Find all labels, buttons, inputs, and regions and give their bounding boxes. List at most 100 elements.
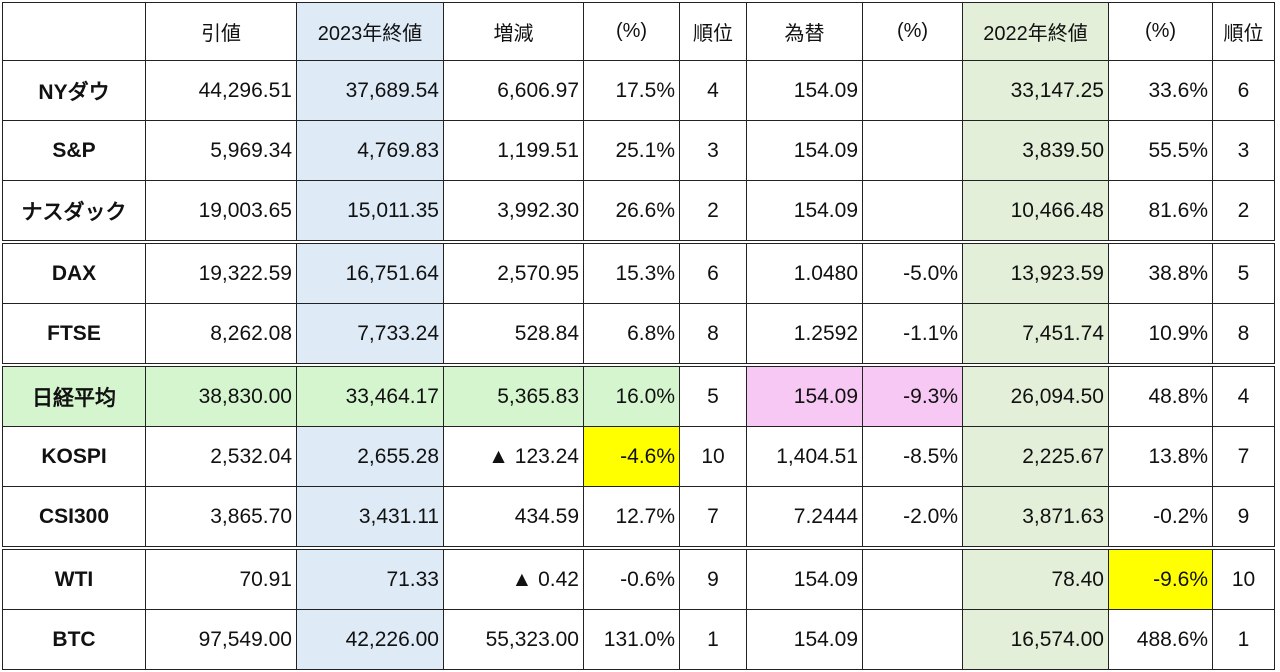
- cell: -5.0%: [862, 241, 963, 304]
- cell: 4: [1212, 364, 1275, 427]
- cell: 6.8%: [583, 303, 680, 367]
- data-row: S&P 5,969.34 4,769.83 1,199.51 25.1% 3 154.09 3…: [2, 120, 1275, 181]
- row-label: FTSE: [2, 303, 146, 367]
- cell: 38,830.00: [145, 364, 297, 427]
- cell: 9: [1212, 486, 1275, 550]
- row-label: ナスダック: [2, 180, 146, 244]
- header-cell: (%): [583, 2, 680, 61]
- cell: 7.2444: [746, 486, 863, 550]
- data-row: 日経平均 38,830.00 33,464.17 5,365.83 16.0% 5 154.…: [2, 364, 1275, 427]
- cell: 3,992.30: [443, 180, 584, 244]
- cell: 5,365.83: [443, 364, 584, 427]
- cell: -0.6%: [583, 547, 680, 610]
- cell: 488.6%: [1108, 609, 1213, 670]
- cell: 13.8%: [1108, 426, 1213, 487]
- cell: 48.8%: [1108, 364, 1213, 427]
- cell: 2,570.95: [443, 241, 584, 304]
- cell: 7,733.24: [296, 303, 444, 367]
- cell: 15,011.35: [296, 180, 444, 244]
- cell: 154.09: [746, 120, 863, 181]
- row-label: NYダウ: [2, 60, 146, 121]
- cell: 1: [679, 609, 747, 670]
- data-row: CSI300 3,865.70 3,431.11 434.59 12.7% 7 7.2444…: [2, 486, 1275, 550]
- row-label: 日経平均: [2, 364, 146, 427]
- cell: 6: [679, 241, 747, 304]
- cell: 1,199.51: [443, 120, 584, 181]
- row-label: BTC: [2, 609, 146, 670]
- cell: 3: [1212, 120, 1275, 181]
- data-row: BTC 97,549.00 42,226.00 55,323.00 131.0% 1 154…: [2, 609, 1275, 670]
- cell: 70.91: [145, 547, 297, 610]
- cell: 7,451.74: [962, 303, 1109, 367]
- cell: 17.5%: [583, 60, 680, 121]
- header-cell: 増減: [443, 2, 584, 61]
- cell: -2.0%: [862, 486, 963, 550]
- cell: 8: [679, 303, 747, 367]
- cell: 33,464.17: [296, 364, 444, 427]
- cell: 55.5%: [1108, 120, 1213, 181]
- cell: -8.5%: [862, 426, 963, 487]
- cell: -0.2%: [1108, 486, 1213, 550]
- cell: 26,094.50: [962, 364, 1109, 427]
- cell: 16.0%: [583, 364, 680, 427]
- cell: -9.6%: [1108, 547, 1213, 610]
- cell: 154.09: [746, 364, 863, 427]
- cell: 19,003.65: [145, 180, 297, 244]
- cell: 434.59: [443, 486, 584, 550]
- cell: 3,839.50: [962, 120, 1109, 181]
- cell: -4.6%: [583, 426, 680, 487]
- header-cell: 為替: [746, 2, 863, 61]
- data-row: ナスダック 19,003.65 15,011.35 3,992.30 26.6% 2 154…: [2, 180, 1275, 244]
- cell: 12.7%: [583, 486, 680, 550]
- header-cell: 2023年終値: [296, 2, 444, 61]
- cell: -1.1%: [862, 303, 963, 367]
- row-label: S&P: [2, 120, 146, 181]
- cell: [862, 547, 963, 610]
- row-label: WTI: [2, 547, 146, 610]
- cell: 19,322.59: [145, 241, 297, 304]
- data-row: KOSPI 2,532.04 2,655.28 ▲ 123.24 -4.6% 10 1,40…: [2, 426, 1275, 487]
- header-cell: (%): [1108, 2, 1213, 61]
- cell: ▲ 0.42: [443, 547, 584, 610]
- cell: 9: [679, 547, 747, 610]
- cell: 33,147.25: [962, 60, 1109, 121]
- row-label: CSI300: [2, 486, 146, 550]
- header-cell: 引値: [145, 2, 297, 61]
- cell: 55,323.00: [443, 609, 584, 670]
- cell: 154.09: [746, 609, 863, 670]
- cell: 42,226.00: [296, 609, 444, 670]
- cell: 8,262.08: [145, 303, 297, 367]
- cell: 7: [679, 486, 747, 550]
- cell: [862, 120, 963, 181]
- cell: 2: [679, 180, 747, 244]
- cell: [862, 609, 963, 670]
- cell: 37,689.54: [296, 60, 444, 121]
- cell: 8: [1212, 303, 1275, 367]
- header-cell: (%): [862, 2, 963, 61]
- cell: 5,969.34: [145, 120, 297, 181]
- cell: 2: [1212, 180, 1275, 244]
- cell: 15.3%: [583, 241, 680, 304]
- cell: 3,431.11: [296, 486, 444, 550]
- cell: 6: [1212, 60, 1275, 121]
- cell: 154.09: [746, 180, 863, 244]
- cell: 3: [679, 120, 747, 181]
- data-row: DAX 19,322.59 16,751.64 2,570.95 15.3% 6 1.048…: [2, 241, 1275, 304]
- cell: 154.09: [746, 60, 863, 121]
- cell: [862, 60, 963, 121]
- cell: 3,871.63: [962, 486, 1109, 550]
- cell: 1.2592: [746, 303, 863, 367]
- header-cell: 2022年終値: [962, 2, 1109, 61]
- cell: 16,574.00: [962, 609, 1109, 670]
- cell: [862, 180, 963, 244]
- cell: 2,225.67: [962, 426, 1109, 487]
- cell: 38.8%: [1108, 241, 1213, 304]
- cell: 2,655.28: [296, 426, 444, 487]
- cell: 10: [1212, 547, 1275, 610]
- cell: -9.3%: [862, 364, 963, 427]
- cell: 25.1%: [583, 120, 680, 181]
- cell: 10: [679, 426, 747, 487]
- cell: 10,466.48: [962, 180, 1109, 244]
